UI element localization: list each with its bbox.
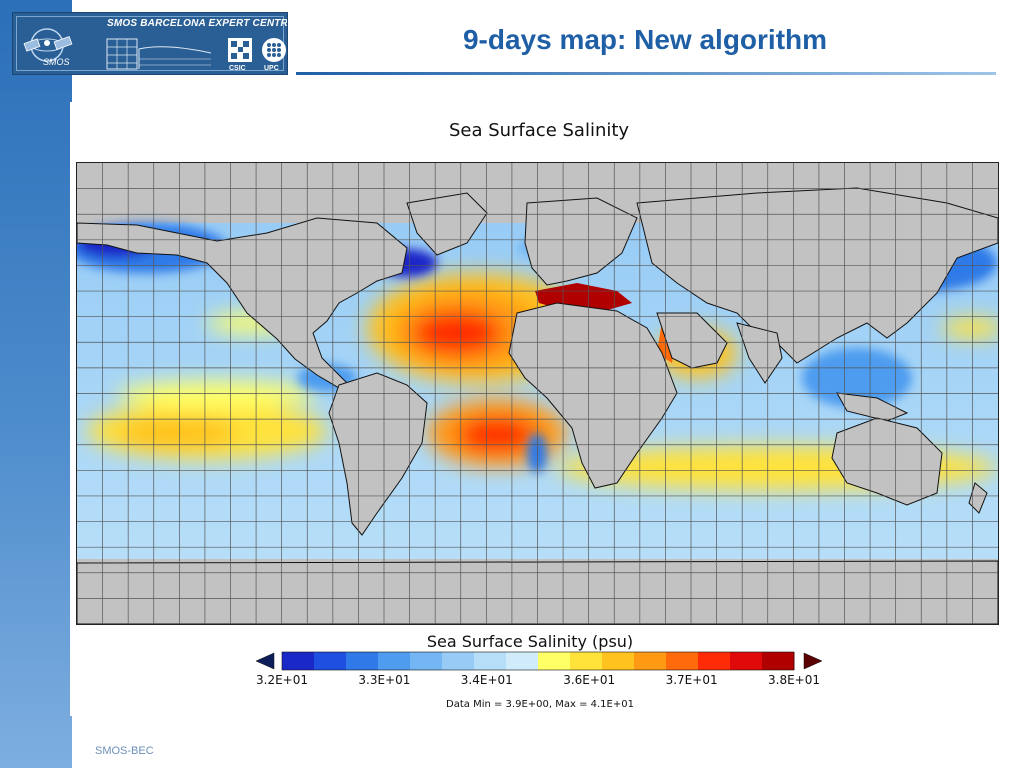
building-icon <box>106 38 212 70</box>
colorbar-segment <box>602 652 635 670</box>
colorbar-segment <box>666 652 699 670</box>
footer-label: SMOS-BEC <box>95 745 154 757</box>
colorbar-segment <box>570 652 603 670</box>
page-title: 9-days map: New algorithm <box>462 24 828 55</box>
colorbar-segments <box>281 651 795 671</box>
satellite-icon <box>23 28 73 62</box>
salinity-map-svg <box>77 163 998 624</box>
salinity-map <box>76 162 999 625</box>
map-grid <box>77 163 998 624</box>
colorbar-segment <box>538 652 571 670</box>
colorbar-segment <box>442 652 475 670</box>
colorbar-tick-label: 3.8E+01 <box>768 673 820 687</box>
colorbar-segment <box>506 652 539 670</box>
colorbar-segment <box>730 652 763 670</box>
colorbar-tick-label: 3.4E+01 <box>460 673 513 687</box>
upc-label: UPC <box>264 65 279 72</box>
colorbar-title: Sea Surface Salinity (psu) <box>426 632 634 651</box>
colorbar-under-arrow <box>256 652 275 670</box>
colorbar-segment <box>698 652 731 670</box>
colorbar-over-arrow <box>803 652 822 670</box>
colorbar-tick-label: 3.7E+01 <box>665 673 718 687</box>
colorbar-segment <box>474 652 507 670</box>
map-title: Sea Surface Salinity <box>448 120 630 141</box>
colorbar <box>256 651 822 671</box>
colorbar-segment <box>346 652 379 670</box>
upc-logo-icon <box>262 38 286 62</box>
smos-logo-label: SMOS <box>43 57 70 67</box>
colorbar-tick-label: 3.2E+01 <box>256 673 308 687</box>
side-bar <box>0 0 72 768</box>
data-range-label: Data Min = 3.9E+00, Max = 4.1E+01 <box>446 699 634 710</box>
smos-bec-logo: SMOS SMOS BARCELONA EXPERT CENTRE CSIC U… <box>12 12 288 75</box>
title-underline <box>296 72 996 75</box>
colorbar-tick-label: 3.3E+01 <box>358 673 411 687</box>
colorbar-segment <box>314 652 347 670</box>
colorbar-segment <box>634 652 667 670</box>
colorbar-segment <box>410 652 443 670</box>
colorbar-segment <box>378 652 411 670</box>
colorbar-segment <box>282 652 315 670</box>
colorbar-segment <box>762 652 795 670</box>
csic-label: CSIC <box>229 65 246 72</box>
csic-logo-icon <box>228 38 252 62</box>
centre-name: SMOS BARCELONA EXPERT CENTRE <box>107 18 288 29</box>
colorbar-tick-label: 3.6E+01 <box>563 673 616 687</box>
